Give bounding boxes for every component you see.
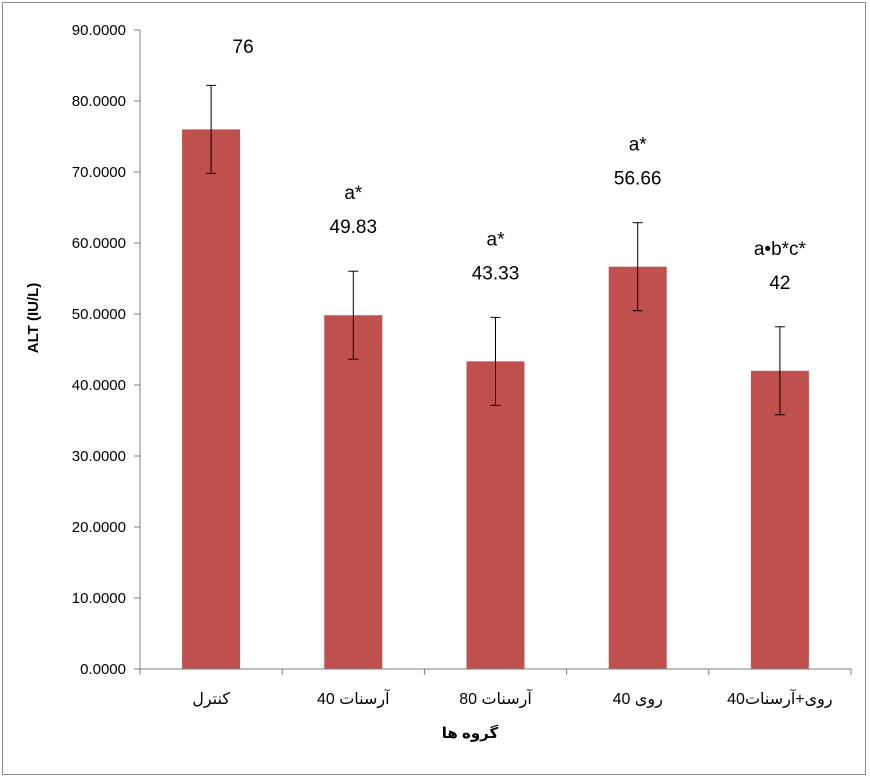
- x-axis: کنترل آرسنات 40 آرسنات 80 روی 40 روی+آرسنات4…: [139, 668, 852, 709]
- bar: [750, 370, 809, 669]
- y-tick-label: 60.0000: [72, 235, 126, 252]
- y-tick-label: 30.0000: [72, 448, 126, 465]
- x-category-label: روی 40: [613, 691, 663, 709]
- data-label-significance: a*: [629, 135, 648, 156]
- y-tick-label: 10.0000: [72, 590, 126, 607]
- bars-group: [182, 129, 809, 669]
- x-axis-title: گروه ها: [442, 724, 499, 742]
- bar: [608, 266, 667, 669]
- y-tick-label: 90.0000: [72, 22, 126, 39]
- bar-chart: 0.0000 10.0000 20.0000 30.0000 40.0000 50.000…: [25, 22, 852, 742]
- x-category-label: آرسنات 80: [459, 689, 533, 709]
- bar: [466, 361, 525, 669]
- bar: [324, 315, 383, 669]
- data-label-value: 56.66: [614, 169, 662, 190]
- y-tick-label: 80.0000: [72, 93, 126, 110]
- error-bars-group: [206, 84, 785, 416]
- annotations-group: 76 49.83 a* 43.33 a* 56.66 a* 42 a•b*c*: [233, 37, 807, 294]
- y-tick-label: 50.0000: [72, 306, 126, 323]
- y-axis-title: ALT (IU/L): [25, 283, 42, 354]
- data-label-significance: a•b*c*: [754, 239, 807, 260]
- x-category-label: کنترل: [192, 691, 230, 709]
- x-category-label: آرسنات 40: [317, 689, 391, 709]
- data-label-significance: a*: [344, 183, 363, 204]
- data-label-significance: a*: [487, 229, 506, 250]
- data-label-value: 76: [233, 37, 254, 58]
- y-tick-label: 40.0000: [72, 377, 126, 394]
- data-label-value: 42: [769, 273, 790, 294]
- y-tick-label: 0.0000: [80, 661, 126, 678]
- bar: [182, 129, 241, 669]
- data-label-value: 49.83: [330, 217, 378, 238]
- y-tick-label: 70.0000: [72, 164, 126, 181]
- x-category-label: روی+آرسنات40: [727, 689, 832, 709]
- data-label-value: 43.33: [472, 263, 520, 284]
- y-axis: 0.0000 10.0000 20.0000 30.0000 40.0000 50.000…: [72, 22, 141, 678]
- y-tick-label: 20.0000: [72, 519, 126, 536]
